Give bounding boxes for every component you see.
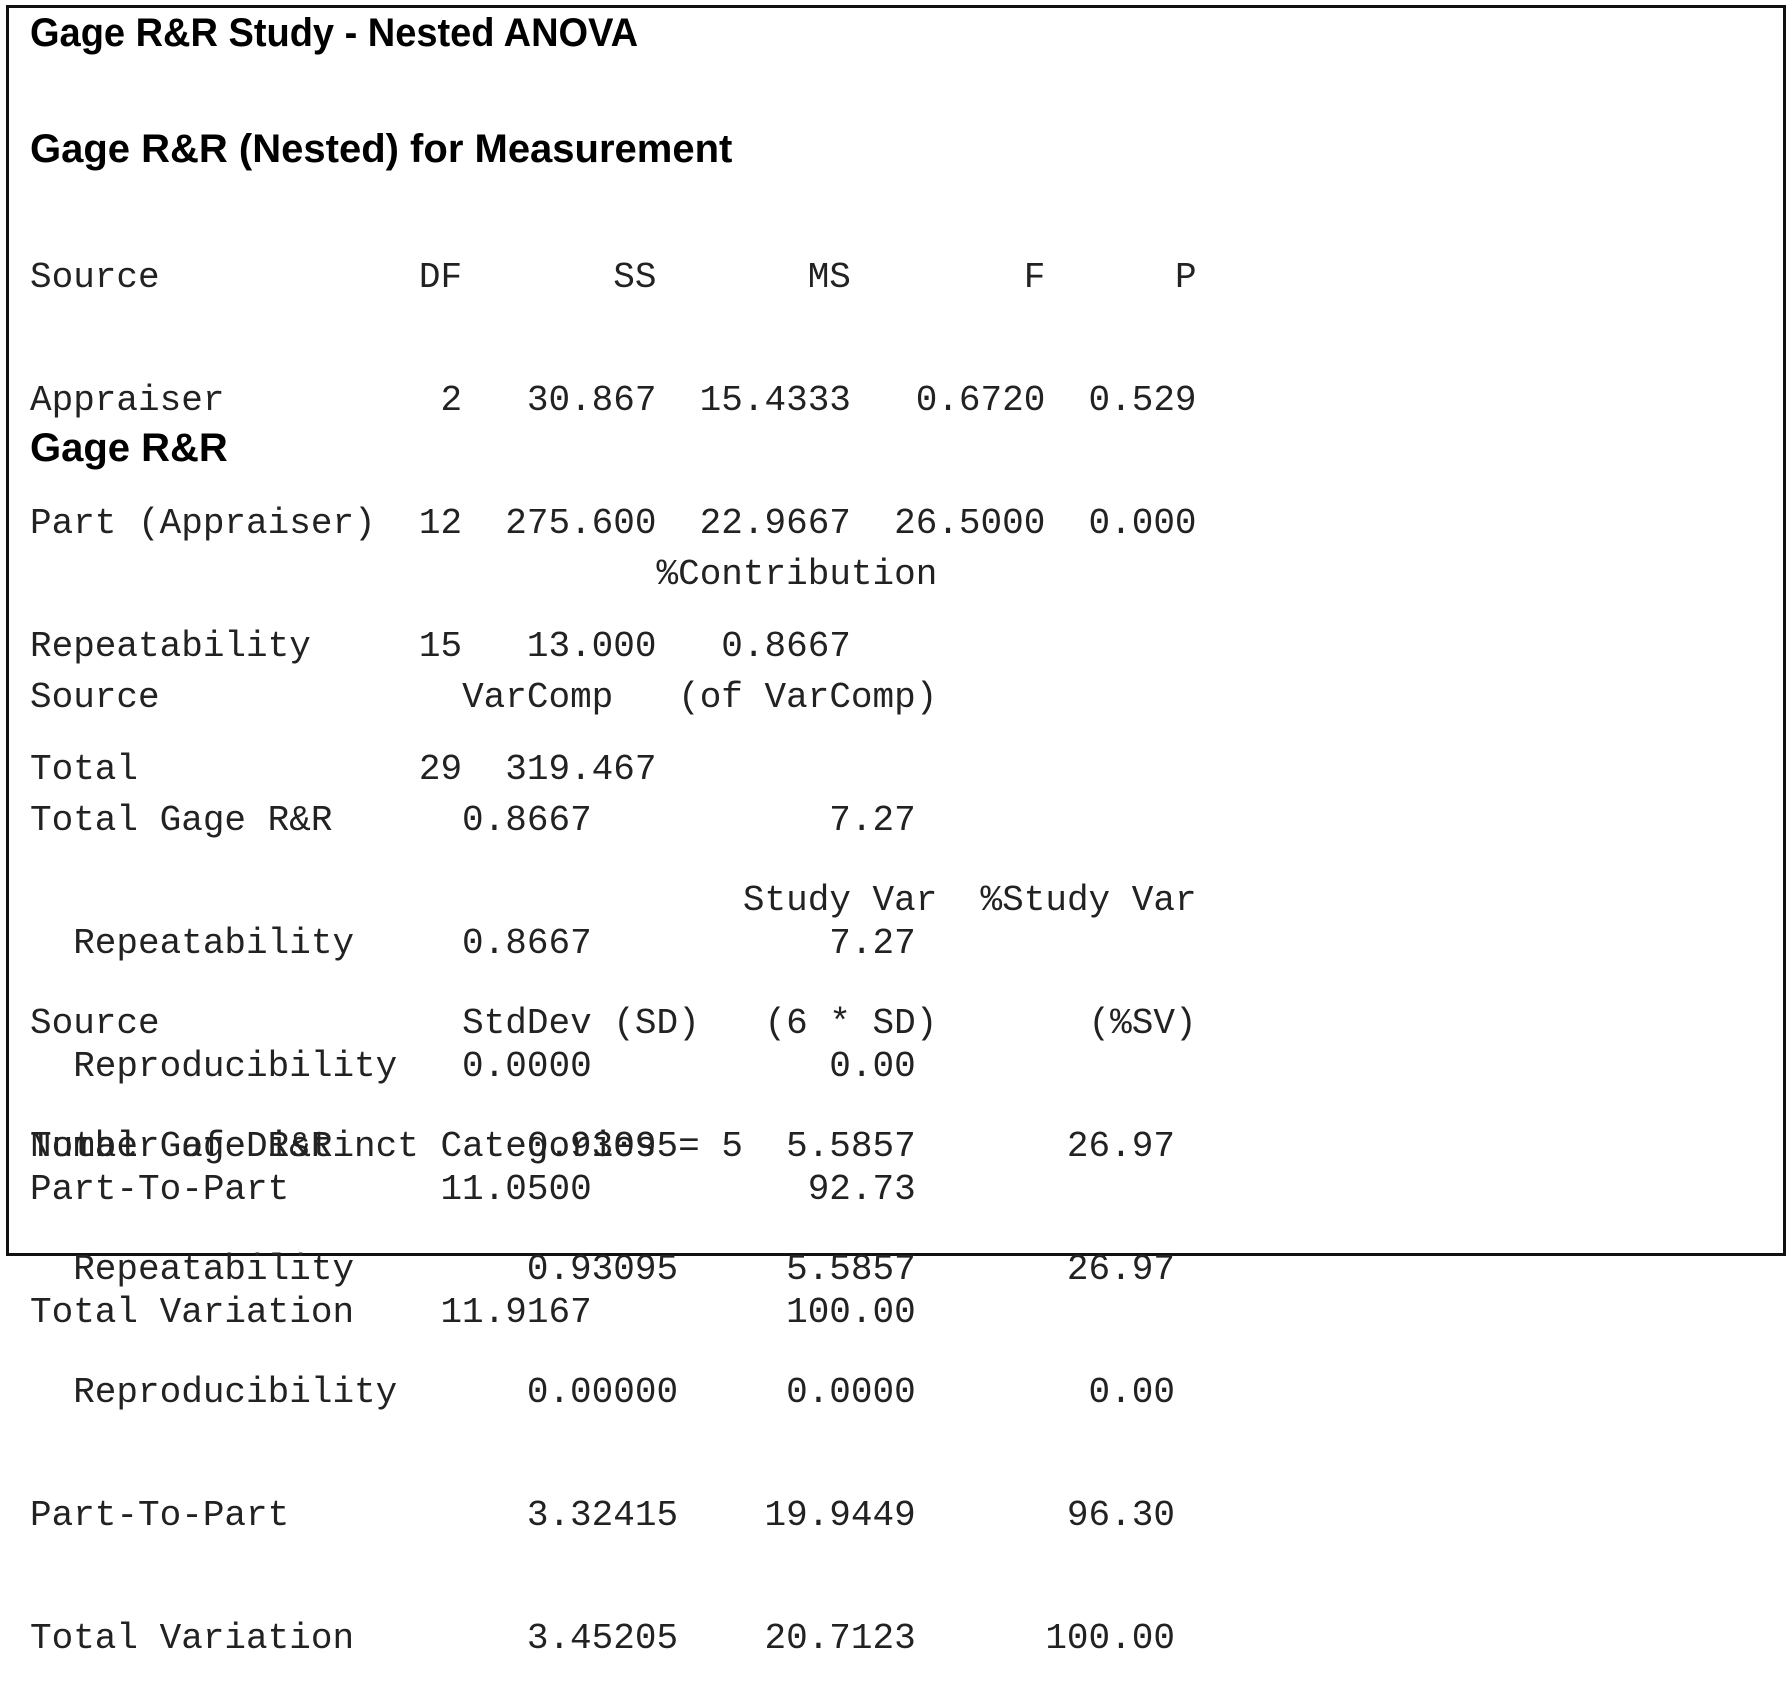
- cell-studyvar: 20.7123: [764, 1618, 916, 1659]
- table-row: Reproducibility 0.00000 0.0000 0.00: [30, 1372, 1197, 1413]
- gage-heading: Gage R&R: [30, 426, 228, 470]
- cell-ss: 30.867: [526, 380, 657, 421]
- cell-stddev: 0.93095: [526, 1249, 679, 1290]
- studyvar-header-row: Source StdDev (SD) (6 * SD) (%SV): [30, 1003, 1197, 1044]
- col-pct-studyvar: (%SV): [1088, 1003, 1197, 1044]
- cell-pct-studyvar: 96.30: [1066, 1495, 1175, 1536]
- cell-source: Repeatability: [30, 923, 355, 964]
- cell-f: 0.6720: [915, 380, 1046, 421]
- table-row: Part (Appraiser) 12 275.600 22.9667 26.5000 0…: [30, 503, 1197, 544]
- cell-contribution: 7.27: [829, 800, 916, 841]
- varcomp-header-row: Source VarComp (of VarComp): [30, 677, 937, 718]
- cell-ss: 319.467: [505, 749, 657, 790]
- cell-contribution: 92.73: [807, 1169, 916, 1210]
- cell-varcomp: 0.8667: [462, 923, 592, 964]
- cell-contribution: 0.00: [829, 1046, 916, 1087]
- cell-df: 12: [418, 503, 463, 544]
- table-row: Part-To-Part 3.32415 19.9449 96.30: [30, 1495, 1197, 1536]
- table-row: Appraiser 2 30.867 15.4333 0.6720 0.529: [30, 380, 1197, 421]
- table-row: Total 29 319.467: [30, 749, 1197, 790]
- cell-source: Repeatability: [30, 626, 311, 667]
- cell-stddev: 0.00000: [526, 1372, 679, 1413]
- distinct-categories: Number of Distinct Categories = 5: [30, 1126, 743, 1167]
- cell-varcomp: 0.8667: [462, 800, 592, 841]
- cell-source: Total Variation: [30, 1618, 355, 1659]
- cell-source: Total Gage R&R: [30, 1126, 333, 1167]
- col-source: Source: [30, 257, 160, 298]
- col-contribution-top: %Contribution: [656, 554, 938, 595]
- cell-ss: 13.000: [526, 626, 657, 667]
- table-row: Part-To-Part 11.0500 92.73: [30, 1169, 937, 1210]
- col-studyvar-top: Study Var: [742, 880, 938, 921]
- anova-heading: Gage R&R (Nested) for Measurement: [30, 127, 733, 171]
- cell-source: Part-To-Part: [30, 1169, 290, 1210]
- table-row: Total Variation 3.45205 20.7123 100.00: [30, 1618, 1197, 1659]
- cell-p: 0.529: [1088, 380, 1197, 421]
- col-varcomp: VarComp: [462, 677, 614, 718]
- cell-source: Appraiser: [30, 380, 225, 421]
- cell-pct-studyvar: 100.00: [1045, 1618, 1175, 1659]
- table-row: Repeatability 0.8667 7.27: [30, 923, 937, 964]
- cell-source: Part (Appraiser): [30, 503, 376, 544]
- cell-pct-studyvar: 26.97: [1066, 1249, 1175, 1290]
- cell-pct-studyvar: 0.00: [1088, 1372, 1175, 1413]
- cell-ms: 0.8667: [721, 626, 851, 667]
- cell-varcomp: 0.0000: [462, 1046, 592, 1087]
- col-contribution: (of VarComp): [678, 677, 938, 718]
- cell-df: 15: [418, 626, 463, 667]
- table-row: Reproducibility 0.0000 0.00: [30, 1046, 937, 1087]
- anova-header-row: Source DF SS MS F P: [30, 257, 1197, 298]
- col-p: P: [1174, 257, 1197, 298]
- cell-varcomp: 11.0500: [440, 1169, 592, 1210]
- anova-table: Source DF SS MS F P Appraiser 2 30.867 15.4333 0.…: [30, 175, 1197, 831]
- col-stddev: StdDev (SD): [462, 1003, 700, 1044]
- cell-source: Repeatability: [30, 1249, 355, 1290]
- cell-ms: 22.9667: [699, 503, 851, 544]
- cell-studyvar: 19.9449: [764, 1495, 916, 1536]
- cell-stddev: 3.32415: [526, 1495, 679, 1536]
- cell-p: 0.000: [1088, 503, 1197, 544]
- cell-stddev: 0.93095: [526, 1126, 679, 1167]
- col-f: F: [1023, 257, 1046, 298]
- table-row: Repeatability 0.93095 5.5857 26.97: [30, 1249, 1197, 1290]
- cell-source: Total Gage R&R: [30, 800, 333, 841]
- col-ss: SS: [613, 257, 657, 298]
- table-row: Repeatability 15 13.000 0.8667: [30, 626, 1197, 667]
- cell-f: 26.5000: [894, 503, 1046, 544]
- report-frame: [6, 5, 1786, 1256]
- cell-studyvar: 5.5857: [786, 1249, 916, 1290]
- col-source: Source: [30, 1003, 160, 1044]
- cell-studyvar: 5.5857: [786, 1126, 916, 1167]
- studyvar-table: Study Var %Study Var Source StdDev (SD) (6 …: [30, 798, 1197, 1700]
- report-title: Gage R&R Study - Nested ANOVA: [30, 11, 639, 55]
- cell-stddev: 3.45205: [526, 1618, 679, 1659]
- col-source: Source: [30, 677, 160, 718]
- cell-ss: 275.600: [505, 503, 657, 544]
- col-studyvar: (6 * SD): [764, 1003, 938, 1044]
- studyvar-header-top: Study Var %Study Var: [30, 880, 1197, 921]
- cell-source: Total: [30, 749, 139, 790]
- table-row: Total Gage R&R 0.8667 7.27: [30, 800, 937, 841]
- col-pct-studyvar-top: %Study Var: [980, 880, 1197, 921]
- cell-source: Part-To-Part: [30, 1495, 290, 1536]
- cell-df: 2: [440, 380, 463, 421]
- cell-ms: 15.4333: [699, 380, 851, 421]
- cell-pct-studyvar: 26.97: [1066, 1126, 1175, 1167]
- cell-studyvar: 0.0000: [786, 1372, 916, 1413]
- cell-df: 29: [418, 749, 463, 790]
- table-row: Total Gage R&R 0.93095 5.5857 26.97: [30, 1126, 1197, 1167]
- cell-source: Reproducibility: [30, 1046, 398, 1087]
- varcomp-header-top: %Contribution: [30, 554, 938, 595]
- col-df: DF: [418, 257, 463, 298]
- col-ms: MS: [807, 257, 851, 298]
- cell-contribution: 7.27: [829, 923, 916, 964]
- cell-source: Reproducibility: [30, 1372, 398, 1413]
